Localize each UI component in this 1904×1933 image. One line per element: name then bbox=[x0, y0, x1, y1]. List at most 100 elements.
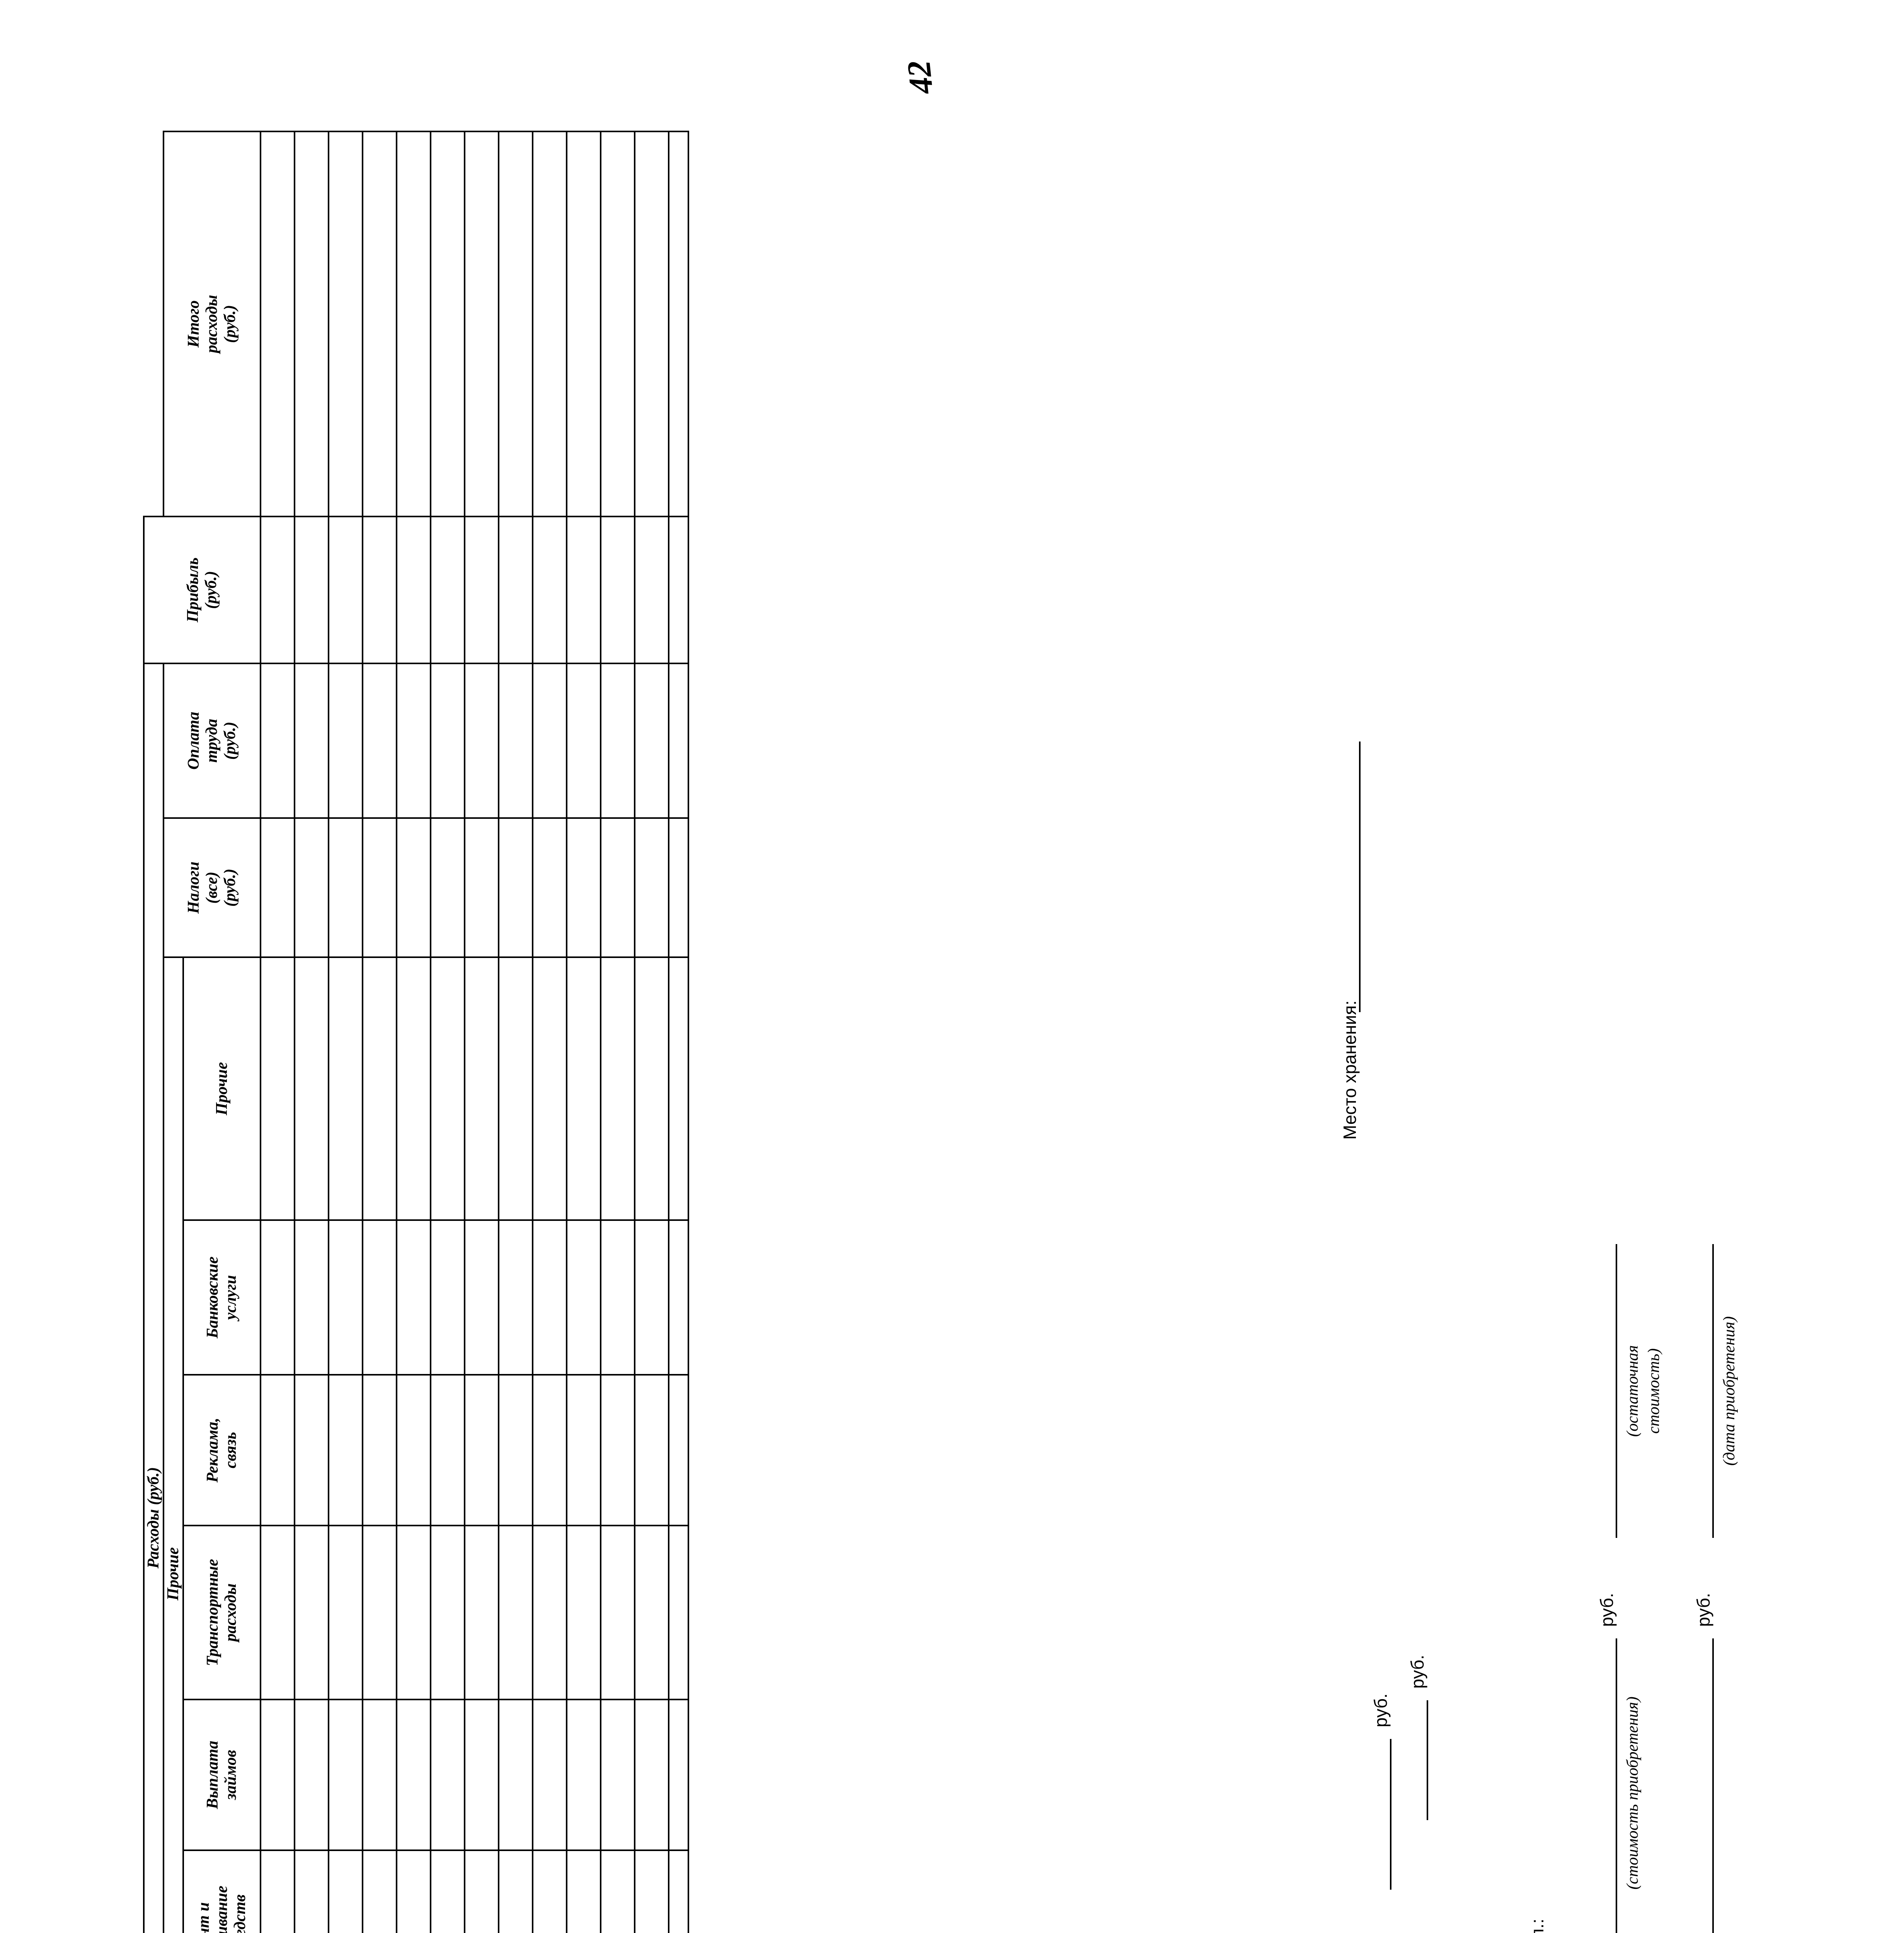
cell-total-expenses[interactable] bbox=[533, 516, 567, 663]
cell-other[interactable] bbox=[329, 957, 363, 1220]
table-row[interactable]: 3 bbox=[329, 131, 363, 1933]
table-row[interactable]: 12 bbox=[635, 131, 669, 1933]
cell-total-expenses[interactable] bbox=[363, 516, 397, 663]
cell-salary[interactable] bbox=[363, 663, 397, 818]
cell-salary[interactable] bbox=[295, 663, 329, 818]
fixed-asset-row1-cost-fill[interactable] bbox=[1616, 1638, 1617, 1933]
cell-loans[interactable] bbox=[601, 1699, 635, 1850]
cell-loans[interactable] bbox=[465, 1699, 499, 1850]
cell-ads[interactable] bbox=[499, 1375, 533, 1526]
table-row[interactable]: 1 bbox=[261, 131, 295, 1933]
cell-loans[interactable] bbox=[635, 1699, 669, 1850]
cell-transport[interactable] bbox=[261, 1526, 295, 1699]
cell-profit[interactable] bbox=[465, 131, 499, 516]
cell-profit[interactable] bbox=[295, 131, 329, 516]
cell-profit[interactable] bbox=[635, 131, 669, 516]
cell-salary[interactable] bbox=[499, 663, 533, 818]
cell-salary[interactable] bbox=[601, 663, 635, 818]
cell-taxes[interactable] bbox=[295, 818, 329, 957]
cell-ads[interactable] bbox=[397, 1375, 431, 1526]
summary-item-2-fill1[interactable] bbox=[1427, 1700, 1428, 1820]
total-salary[interactable] bbox=[669, 663, 689, 818]
total-repair[interactable] bbox=[669, 1850, 689, 1933]
cell-repair[interactable] bbox=[465, 1850, 499, 1933]
cell-bank[interactable] bbox=[397, 1220, 431, 1375]
cell-loans[interactable] bbox=[533, 1699, 567, 1850]
cell-other[interactable] bbox=[295, 957, 329, 1220]
cell-repair[interactable] bbox=[431, 1850, 465, 1933]
cell-total-expenses[interactable] bbox=[397, 516, 431, 663]
cell-transport[interactable] bbox=[363, 1526, 397, 1699]
storage-location-fill[interactable] bbox=[1359, 741, 1361, 1012]
cell-total-expenses[interactable] bbox=[261, 516, 295, 663]
table-row[interactable]: 8 bbox=[499, 131, 533, 1933]
table-row[interactable]: 6 bbox=[431, 131, 465, 1933]
cell-bank[interactable] bbox=[431, 1220, 465, 1375]
table-row[interactable]: 2 bbox=[295, 131, 329, 1933]
cell-profit[interactable] bbox=[261, 131, 295, 516]
cell-taxes[interactable] bbox=[567, 818, 601, 957]
cell-profit[interactable] bbox=[363, 131, 397, 516]
cell-loans[interactable] bbox=[329, 1699, 363, 1850]
cell-profit[interactable] bbox=[499, 131, 533, 516]
cell-repair[interactable] bbox=[329, 1850, 363, 1933]
cell-salary[interactable] bbox=[329, 663, 363, 818]
cell-other[interactable] bbox=[261, 957, 295, 1220]
cell-loans[interactable] bbox=[431, 1699, 465, 1850]
cell-bank[interactable] bbox=[533, 1220, 567, 1375]
cell-loans[interactable] bbox=[397, 1699, 431, 1850]
table-row[interactable]: 5 bbox=[397, 131, 431, 1933]
fixed-asset-row2-date-fill[interactable] bbox=[1712, 1244, 1714, 1538]
cell-ads[interactable] bbox=[601, 1375, 635, 1526]
fixed-asset-row2-cost-fill[interactable] bbox=[1712, 1638, 1714, 1933]
cell-loans[interactable] bbox=[499, 1699, 533, 1850]
cell-profit[interactable] bbox=[329, 131, 363, 516]
cell-repair[interactable] bbox=[533, 1850, 567, 1933]
cell-bank[interactable] bbox=[329, 1220, 363, 1375]
cell-loans[interactable] bbox=[567, 1699, 601, 1850]
cell-other[interactable] bbox=[431, 957, 465, 1220]
cell-bank[interactable] bbox=[567, 1220, 601, 1375]
cell-salary[interactable] bbox=[431, 663, 465, 818]
total-bank[interactable] bbox=[669, 1220, 689, 1375]
cell-other[interactable] bbox=[499, 957, 533, 1220]
cell-transport[interactable] bbox=[635, 1526, 669, 1699]
cell-profit[interactable] bbox=[567, 131, 601, 516]
table-row[interactable]: 11 bbox=[601, 131, 635, 1933]
cell-repair[interactable] bbox=[499, 1850, 533, 1933]
cell-bank[interactable] bbox=[295, 1220, 329, 1375]
cell-taxes[interactable] bbox=[397, 818, 431, 957]
cell-total-expenses[interactable] bbox=[635, 516, 669, 663]
cell-total-expenses[interactable] bbox=[601, 516, 635, 663]
cell-total-expenses[interactable] bbox=[431, 516, 465, 663]
cell-transport[interactable] bbox=[567, 1526, 601, 1699]
cell-taxes[interactable] bbox=[533, 818, 567, 957]
cell-taxes[interactable] bbox=[261, 818, 295, 957]
cell-loans[interactable] bbox=[295, 1699, 329, 1850]
cell-taxes[interactable] bbox=[465, 818, 499, 957]
cell-ads[interactable] bbox=[533, 1375, 567, 1526]
cell-total-expenses[interactable] bbox=[329, 516, 363, 663]
total-loans[interactable] bbox=[669, 1699, 689, 1850]
cell-total-expenses[interactable] bbox=[295, 516, 329, 663]
cell-taxes[interactable] bbox=[329, 818, 363, 957]
cell-other[interactable] bbox=[567, 957, 601, 1220]
cell-repair[interactable] bbox=[397, 1850, 431, 1933]
cell-ads[interactable] bbox=[295, 1375, 329, 1526]
cell-transport[interactable] bbox=[533, 1526, 567, 1699]
table-row[interactable]: 4 bbox=[363, 131, 397, 1933]
cell-ads[interactable] bbox=[465, 1375, 499, 1526]
cell-bank[interactable] bbox=[261, 1220, 295, 1375]
total-transport[interactable] bbox=[669, 1526, 689, 1699]
cell-total-expenses[interactable] bbox=[567, 516, 601, 663]
cell-transport[interactable] bbox=[329, 1526, 363, 1699]
cell-bank[interactable] bbox=[499, 1220, 533, 1375]
cell-salary[interactable] bbox=[635, 663, 669, 818]
fixed-asset-row1-date-fill[interactable] bbox=[1616, 1244, 1617, 1538]
cell-taxes[interactable] bbox=[601, 818, 635, 957]
cell-loans[interactable] bbox=[363, 1699, 397, 1850]
cell-salary[interactable] bbox=[397, 663, 431, 818]
cell-transport[interactable] bbox=[499, 1526, 533, 1699]
cell-other[interactable] bbox=[465, 957, 499, 1220]
cell-total-expenses[interactable] bbox=[465, 516, 499, 663]
